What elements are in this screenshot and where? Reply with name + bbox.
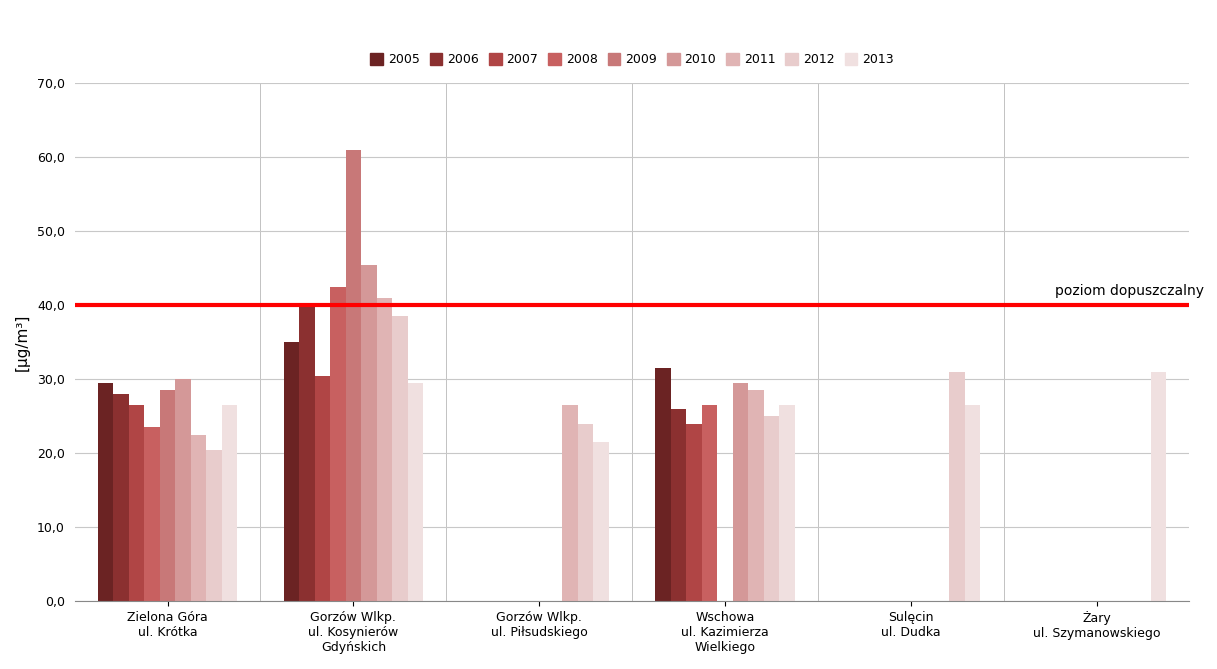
Bar: [408, 383, 424, 601]
Bar: [686, 423, 702, 601]
Y-axis label: [µg/m³]: [µg/m³]: [15, 314, 30, 371]
Bar: [763, 416, 779, 601]
Bar: [159, 391, 175, 601]
Bar: [299, 305, 315, 601]
Bar: [965, 405, 981, 601]
Bar: [113, 394, 129, 601]
Bar: [748, 391, 763, 601]
Bar: [175, 379, 191, 601]
Bar: [779, 405, 795, 601]
Bar: [702, 405, 717, 601]
Bar: [594, 442, 608, 601]
Bar: [97, 383, 113, 601]
Bar: [284, 343, 299, 601]
Bar: [129, 405, 145, 601]
Bar: [315, 375, 330, 601]
Bar: [376, 298, 392, 601]
Bar: [191, 435, 206, 601]
Bar: [562, 405, 578, 601]
Bar: [145, 427, 159, 601]
Bar: [655, 368, 671, 601]
Bar: [346, 150, 361, 601]
Bar: [671, 409, 686, 601]
Bar: [578, 423, 594, 601]
Bar: [733, 383, 748, 601]
Bar: [221, 405, 237, 601]
Text: poziom dopuszczalny: poziom dopuszczalny: [1055, 284, 1205, 298]
Bar: [361, 265, 376, 601]
Bar: [330, 287, 346, 601]
Legend: 2005, 2006, 2007, 2008, 2009, 2010, 2011, 2012, 2013: 2005, 2006, 2007, 2008, 2009, 2010, 2011…: [365, 48, 898, 71]
Bar: [206, 450, 221, 601]
Bar: [1151, 372, 1166, 601]
Bar: [949, 372, 965, 601]
Bar: [392, 316, 408, 601]
